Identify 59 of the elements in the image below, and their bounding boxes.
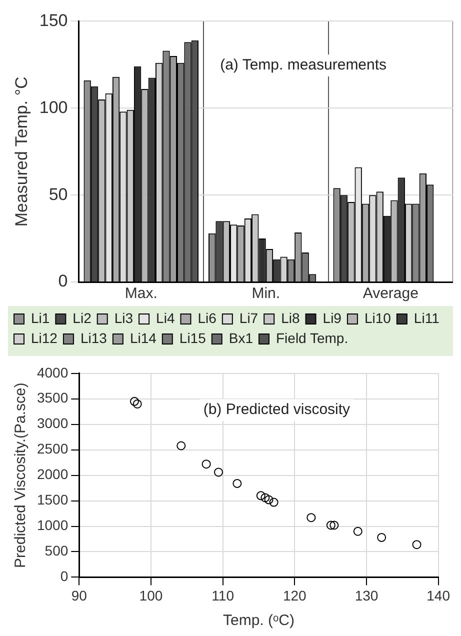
point bbox=[377, 532, 386, 542]
x-tick-label: 90 bbox=[71, 587, 88, 604]
x-tick-label: Max. bbox=[124, 285, 158, 302]
y-tick-label: 150 bbox=[39, 10, 68, 30]
x-tick-label: 140 bbox=[426, 587, 450, 604]
y-tick-label: 0 bbox=[58, 272, 68, 291]
y-tick-label: 2500 bbox=[36, 440, 68, 457]
y-tick-label: 50 bbox=[48, 184, 68, 204]
point bbox=[326, 520, 336, 530]
legend-label: Li7 bbox=[239, 310, 258, 326]
point bbox=[412, 540, 422, 550]
legend-label: Li12 bbox=[31, 330, 58, 346]
point bbox=[264, 495, 274, 504]
legend-label: Li15 bbox=[179, 330, 206, 346]
point bbox=[330, 520, 339, 530]
y-tick-label: 0 bbox=[60, 568, 68, 584]
x-tick-label: 110 bbox=[212, 587, 234, 604]
point bbox=[256, 491, 266, 500]
y-tick-label: 1000 bbox=[36, 517, 68, 534]
y-tick-label: 3500 bbox=[36, 390, 68, 406]
legend-label: Li4 bbox=[156, 310, 175, 326]
legend-label: Bx1 bbox=[228, 330, 254, 346]
text: (b) Predicted viscosity bbox=[203, 401, 351, 418]
point bbox=[202, 460, 211, 469]
legend-label: Li1 bbox=[31, 310, 50, 326]
y-tick-label: 1500 bbox=[36, 492, 68, 508]
x-tick-label: 100 bbox=[139, 587, 163, 604]
point bbox=[260, 493, 270, 502]
legend-label: Li10 bbox=[364, 310, 392, 326]
legend-label: Li3 bbox=[114, 310, 134, 326]
point bbox=[306, 513, 316, 522]
y-axis-title: Measured Temp. °C bbox=[12, 76, 31, 227]
legend-label: Li9 bbox=[322, 310, 342, 326]
legend-label: Li6 bbox=[198, 310, 217, 326]
point bbox=[214, 468, 224, 477]
y-axis-title: Predicted Viscosity.(Pa.sce) bbox=[12, 382, 30, 568]
y-tick-label: 100 bbox=[39, 98, 68, 117]
point bbox=[232, 478, 242, 488]
legend-label: Li2 bbox=[72, 310, 92, 326]
point bbox=[132, 399, 142, 408]
text: (a) Temp. measurements bbox=[220, 56, 387, 74]
point bbox=[176, 441, 186, 450]
legend-label: Li8 bbox=[281, 310, 300, 326]
x-tick-label: Min. bbox=[252, 285, 280, 302]
legend-label: Li13 bbox=[80, 330, 108, 346]
y-tick-label: 2000 bbox=[36, 466, 68, 482]
x-tick-label: 130 bbox=[354, 587, 378, 604]
legend-label: Li14 bbox=[130, 330, 157, 346]
legend-label: Field Temp. bbox=[276, 330, 348, 346]
legend-label: Li11 bbox=[414, 310, 440, 326]
x-tick-label: Average bbox=[362, 285, 418, 302]
x-axis-title: Temp. (ᵒC) bbox=[222, 612, 294, 630]
point bbox=[269, 498, 278, 507]
point bbox=[130, 396, 139, 406]
y-tick-label: 4000 bbox=[36, 364, 68, 380]
y-tick-label: 3000 bbox=[36, 415, 68, 432]
x-tick-label: 120 bbox=[282, 587, 307, 604]
point bbox=[353, 526, 362, 536]
y-tick-label: 500 bbox=[44, 542, 68, 559]
